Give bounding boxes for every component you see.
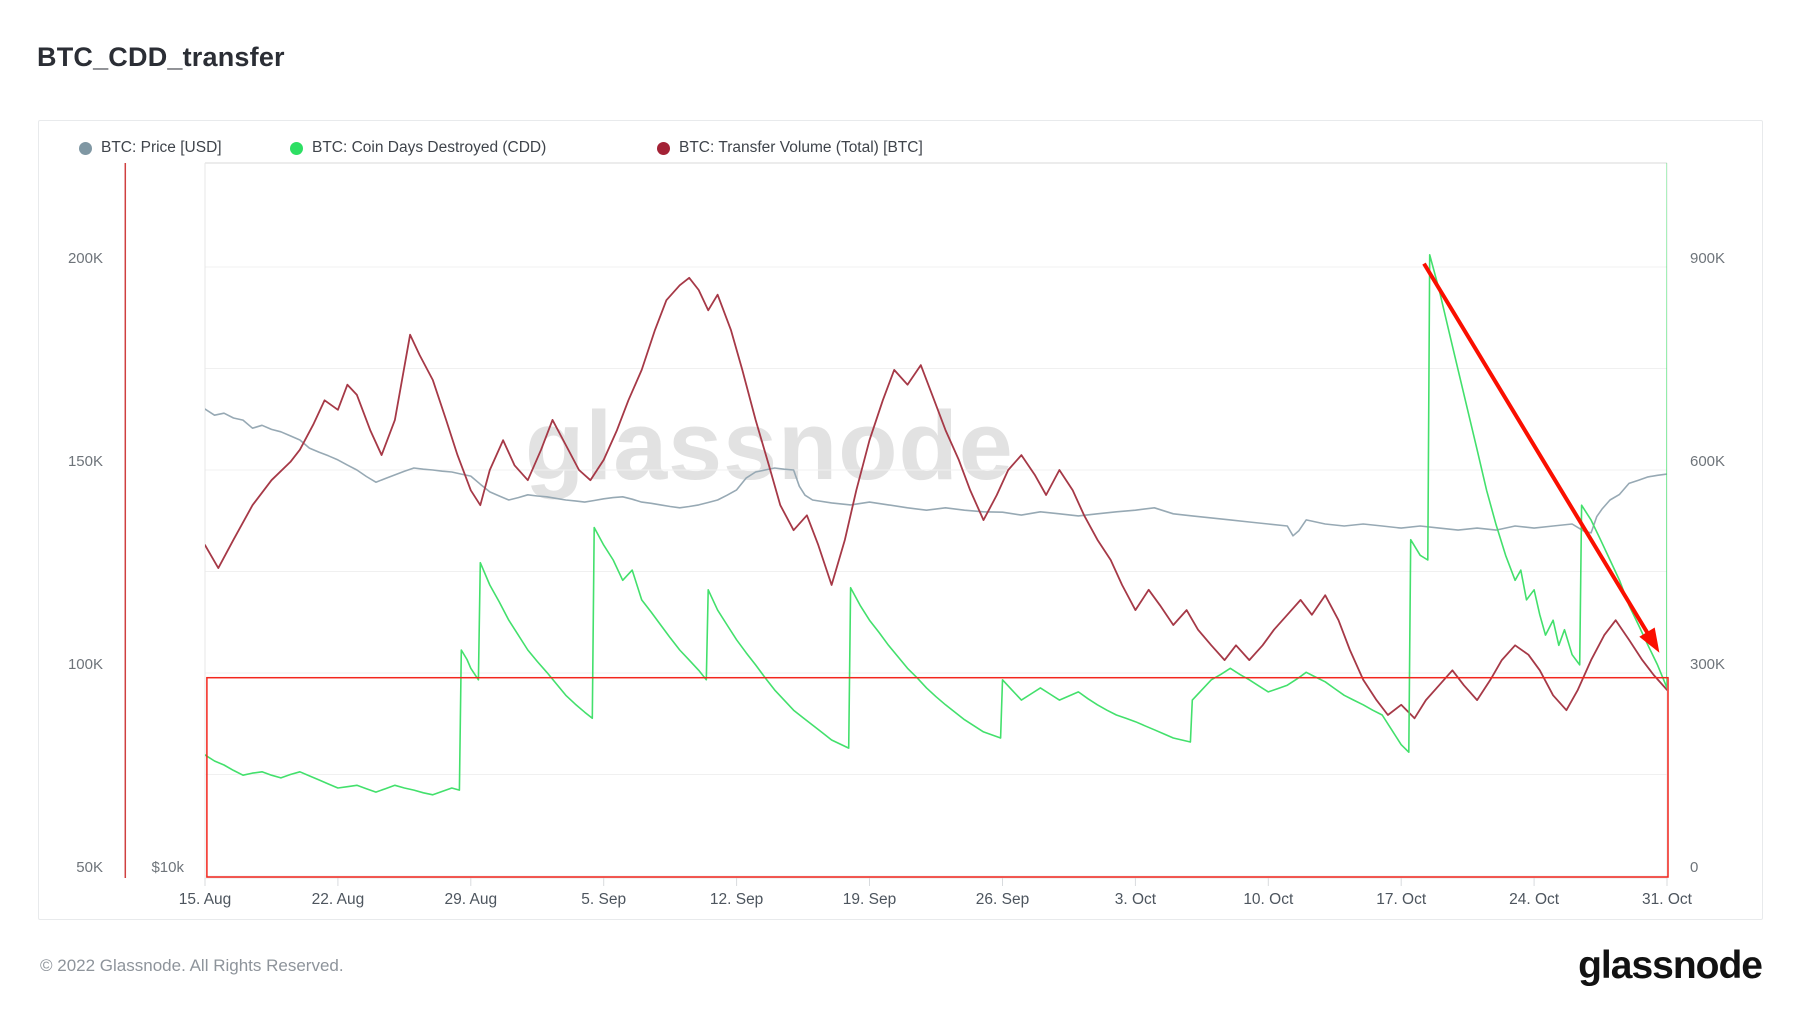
price-legend-dot	[79, 141, 92, 155]
legend-label-cdd: BTC: Coin Days Destroyed (CDD)	[312, 139, 547, 156]
copyright-text: © 2022 Glassnode. All Rights Reserved.	[40, 956, 344, 975]
cdd-legend-dot	[290, 141, 303, 155]
legend-item-cdd[interactable]: BTC: Coin Days Destroyed (CDD)	[290, 137, 546, 159]
volume-legend-dot	[657, 141, 670, 155]
page-title: BTC_CDD_transfer	[37, 42, 285, 72]
chart-card	[38, 120, 1763, 920]
legend-label-volume: BTC: Transfer Volume (Total) [BTC]	[679, 139, 923, 156]
legend-item-volume[interactable]: BTC: Transfer Volume (Total) [BTC]	[657, 137, 923, 159]
legend-item-price[interactable]: BTC: Price [USD]	[79, 137, 222, 159]
glassnode-logo: glassnode	[1578, 944, 1763, 987]
legend-label-price: BTC: Price [USD]	[101, 139, 222, 156]
